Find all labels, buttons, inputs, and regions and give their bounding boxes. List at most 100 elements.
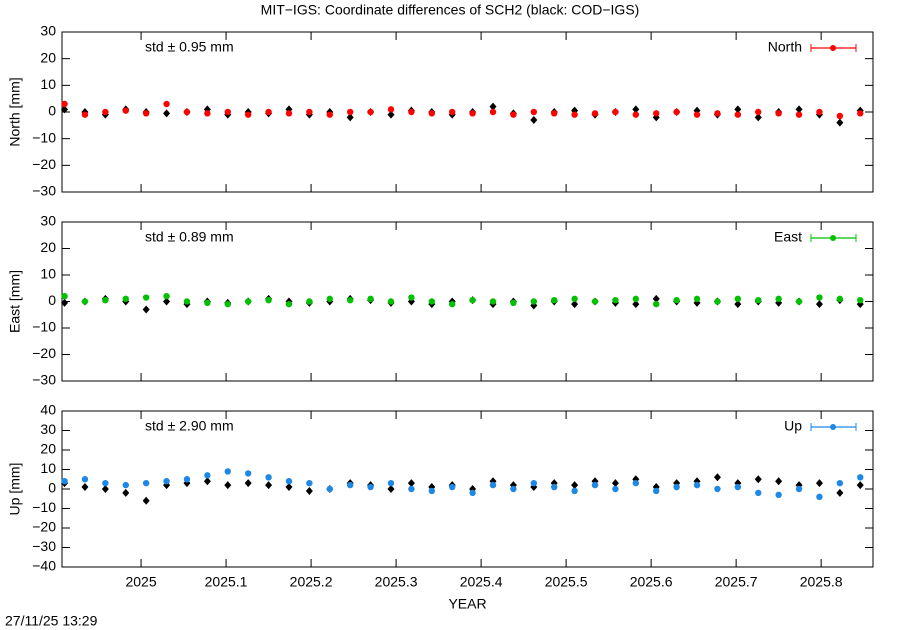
point: [305, 486, 313, 495]
point: [163, 293, 170, 300]
point: [204, 299, 211, 307]
point: [714, 298, 721, 305]
point: [122, 488, 130, 497]
point: [306, 479, 313, 487]
point: [571, 295, 578, 303]
legend-label: Up: [784, 418, 802, 434]
point: [632, 295, 640, 303]
point: [61, 100, 68, 108]
point: [203, 477, 211, 486]
point: [244, 479, 252, 488]
point: [204, 472, 211, 479]
point: [61, 298, 69, 307]
point: [265, 296, 272, 304]
x-tick-label: 2025.3: [375, 574, 418, 590]
point: [653, 487, 660, 495]
point: [816, 294, 823, 301]
point: [224, 300, 231, 308]
point: [693, 481, 701, 489]
point: [510, 299, 517, 307]
point: [387, 485, 395, 493]
y-tick-label: −10: [32, 319, 56, 335]
point: [387, 110, 395, 119]
point: [530, 108, 538, 116]
point: [632, 111, 640, 118]
point: [81, 111, 89, 118]
point: [102, 108, 109, 116]
point: [408, 108, 415, 116]
point: [612, 108, 619, 116]
point: [285, 483, 293, 492]
point: [61, 293, 68, 300]
point: [346, 481, 354, 489]
point: [652, 294, 660, 303]
y-tick-label: −30: [32, 372, 56, 388]
point: [591, 481, 599, 489]
point: [306, 108, 313, 116]
point: [61, 105, 69, 114]
point: [734, 300, 742, 309]
point: [469, 110, 476, 117]
y-axis-label: East [mm]: [7, 270, 23, 333]
point: [122, 481, 129, 489]
y-tick-label: −40: [32, 558, 56, 574]
point: [653, 300, 660, 308]
point: [815, 479, 823, 488]
point: [367, 295, 374, 303]
point: [836, 112, 844, 120]
y-tick-label: −30: [32, 183, 56, 199]
point: [448, 483, 456, 491]
point: [775, 110, 782, 117]
point: [632, 300, 640, 309]
x-tick-label: 2025.4: [460, 574, 503, 590]
x-tick-label: 2025.6: [630, 574, 673, 590]
point: [612, 296, 619, 304]
point: [632, 105, 640, 114]
point: [713, 473, 721, 482]
point: [632, 479, 640, 487]
point: [673, 108, 680, 116]
point: [673, 296, 680, 304]
y-tick-label: 20: [40, 239, 56, 255]
point: [142, 110, 150, 117]
point: [815, 300, 823, 309]
point: [346, 296, 354, 304]
y-tick-label: −30: [32, 538, 56, 554]
point: [755, 108, 762, 116]
point: [469, 489, 476, 497]
y-tick-label: 10: [40, 266, 56, 282]
point: [857, 110, 864, 117]
point: [551, 483, 558, 491]
point: [448, 108, 456, 116]
point: [551, 296, 558, 304]
y-tick-label: −20: [32, 156, 56, 172]
point: [755, 296, 762, 304]
y-tick-label: 30: [40, 421, 56, 437]
point: [734, 105, 742, 114]
legend-label: North: [768, 39, 802, 55]
point: [653, 110, 660, 117]
point: [734, 483, 742, 491]
y-tick-label: −10: [32, 129, 56, 145]
annotation: std ± 0.95 mm: [145, 39, 234, 55]
y-tick-label: 20: [40, 441, 56, 457]
legend-marker: [830, 45, 836, 51]
point: [714, 485, 721, 493]
point: [510, 485, 517, 493]
x-tick-label: 2025.1: [205, 574, 248, 590]
point: [612, 485, 619, 493]
point: [285, 478, 293, 485]
point: [407, 479, 415, 488]
point: [142, 479, 150, 487]
chart-title: MIT−IGS: Coordinate differences of SCH2 …: [261, 2, 640, 18]
legend-marker: [830, 424, 836, 430]
point: [326, 111, 333, 118]
point: [530, 298, 538, 305]
plot-frame: [61, 410, 874, 568]
point: [510, 111, 517, 118]
point: [142, 496, 150, 505]
y-tick-label: −10: [32, 499, 56, 515]
y-tick-label: 0: [48, 103, 56, 119]
point: [775, 295, 782, 303]
point: [816, 493, 823, 500]
